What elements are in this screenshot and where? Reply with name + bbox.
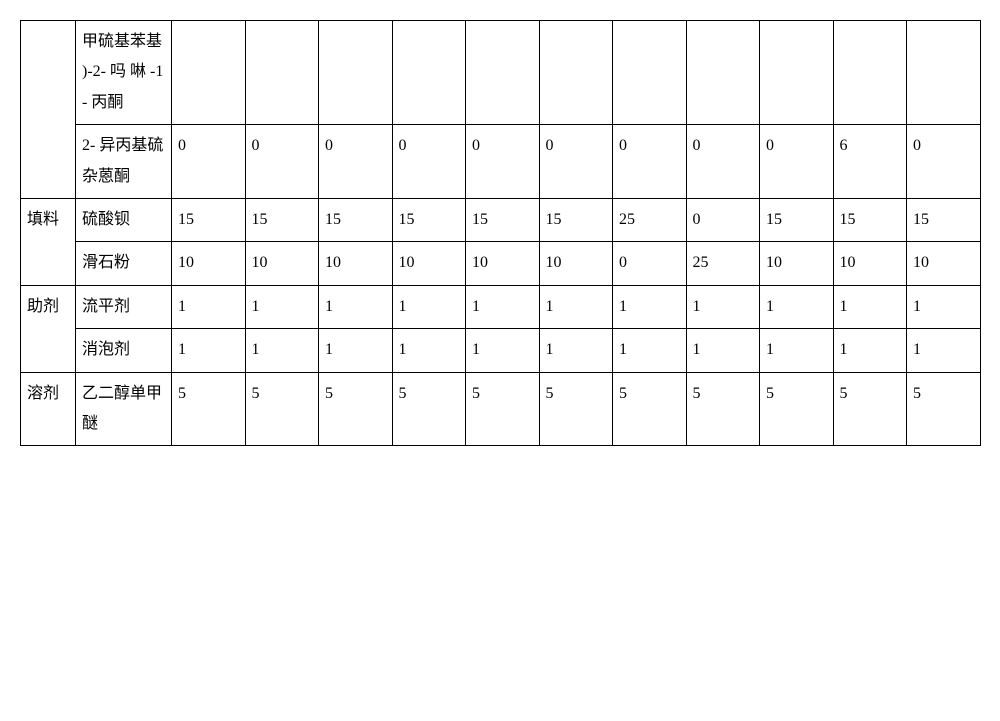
value-cell: 5	[760, 372, 834, 446]
value-cell: 15	[539, 198, 613, 241]
value-cell: 1	[319, 285, 393, 328]
value-cell	[245, 21, 319, 125]
value-cell: 1	[613, 285, 687, 328]
value-cell	[760, 21, 834, 125]
value-cell: 1	[907, 285, 981, 328]
value-cell: 0	[319, 125, 393, 199]
value-cell: 1	[172, 329, 246, 372]
value-cell: 0	[613, 242, 687, 285]
value-cell: 15	[907, 198, 981, 241]
value-cell: 10	[833, 242, 907, 285]
value-cell	[319, 21, 393, 125]
value-cell: 5	[466, 372, 540, 446]
table-row: 溶剂乙二醇单甲醚55555555555	[21, 372, 981, 446]
value-cell: 25	[686, 242, 760, 285]
value-cell: 0	[172, 125, 246, 199]
value-cell: 1	[245, 329, 319, 372]
value-cell	[466, 21, 540, 125]
value-cell: 1	[760, 285, 834, 328]
value-cell: 5	[833, 372, 907, 446]
value-cell: 1	[319, 329, 393, 372]
value-cell: 1	[613, 329, 687, 372]
table-row: 甲硫基苯基 )-2- 吗 啉 -1- 丙酮	[21, 21, 981, 125]
value-cell: 5	[686, 372, 760, 446]
category-cell: 填料	[21, 198, 76, 285]
value-cell: 6	[833, 125, 907, 199]
table-row: 消泡剂11111111111	[21, 329, 981, 372]
value-cell: 10	[760, 242, 834, 285]
value-cell: 1	[172, 285, 246, 328]
value-cell	[833, 21, 907, 125]
category-cell	[21, 21, 76, 199]
name-cell: 滑石粉	[76, 242, 172, 285]
value-cell: 15	[392, 198, 466, 241]
value-cell: 15	[319, 198, 393, 241]
value-cell: 5	[907, 372, 981, 446]
value-cell: 0	[686, 198, 760, 241]
value-cell: 15	[245, 198, 319, 241]
value-cell: 0	[392, 125, 466, 199]
table-row: 助剂流平剂11111111111	[21, 285, 981, 328]
value-cell	[907, 21, 981, 125]
value-cell: 10	[172, 242, 246, 285]
category-cell: 助剂	[21, 285, 76, 372]
value-cell: 0	[760, 125, 834, 199]
value-cell: 1	[760, 329, 834, 372]
value-cell: 10	[245, 242, 319, 285]
value-cell: 0	[907, 125, 981, 199]
value-cell: 15	[760, 198, 834, 241]
value-cell	[539, 21, 613, 125]
value-cell: 0	[686, 125, 760, 199]
value-cell: 0	[245, 125, 319, 199]
category-cell: 溶剂	[21, 372, 76, 446]
name-cell: 甲硫基苯基 )-2- 吗 啉 -1- 丙酮	[76, 21, 172, 125]
name-cell: 2- 异丙基硫杂蒽酮	[76, 125, 172, 199]
value-cell: 10	[539, 242, 613, 285]
value-cell: 0	[613, 125, 687, 199]
value-cell: 10	[392, 242, 466, 285]
value-cell: 15	[466, 198, 540, 241]
value-cell: 1	[466, 329, 540, 372]
value-cell: 1	[907, 329, 981, 372]
value-cell: 1	[392, 285, 466, 328]
value-cell: 10	[319, 242, 393, 285]
name-cell: 流平剂	[76, 285, 172, 328]
value-cell: 1	[245, 285, 319, 328]
value-cell: 5	[613, 372, 687, 446]
name-cell: 消泡剂	[76, 329, 172, 372]
value-cell: 15	[833, 198, 907, 241]
value-cell: 10	[466, 242, 540, 285]
value-cell: 5	[392, 372, 466, 446]
value-cell: 5	[172, 372, 246, 446]
composition-table: 甲硫基苯基 )-2- 吗 啉 -1- 丙酮2- 异丙基硫杂蒽酮000000000…	[20, 20, 981, 446]
value-cell: 15	[172, 198, 246, 241]
table-row: 滑石粉101010101010025101010	[21, 242, 981, 285]
value-cell: 5	[539, 372, 613, 446]
value-cell: 0	[539, 125, 613, 199]
value-cell	[392, 21, 466, 125]
value-cell: 5	[245, 372, 319, 446]
value-cell: 10	[907, 242, 981, 285]
value-cell: 1	[833, 285, 907, 328]
value-cell	[686, 21, 760, 125]
name-cell: 硫酸钡	[76, 198, 172, 241]
value-cell: 1	[539, 285, 613, 328]
value-cell	[172, 21, 246, 125]
value-cell: 1	[466, 285, 540, 328]
value-cell: 1	[392, 329, 466, 372]
table-row: 2- 异丙基硫杂蒽酮00000000060	[21, 125, 981, 199]
value-cell	[613, 21, 687, 125]
name-cell: 乙二醇单甲醚	[76, 372, 172, 446]
value-cell: 0	[466, 125, 540, 199]
value-cell: 25	[613, 198, 687, 241]
value-cell: 1	[686, 285, 760, 328]
value-cell: 5	[319, 372, 393, 446]
table-row: 填料硫酸钡151515151515250151515	[21, 198, 981, 241]
value-cell: 1	[686, 329, 760, 372]
value-cell: 1	[539, 329, 613, 372]
value-cell: 1	[833, 329, 907, 372]
